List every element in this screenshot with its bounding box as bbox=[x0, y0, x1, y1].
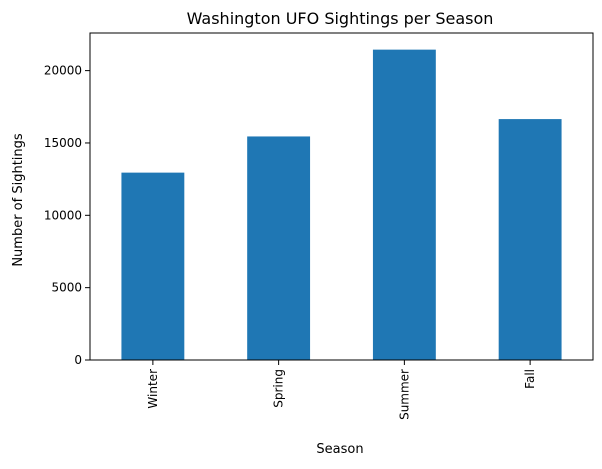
x-tick-label: Winter bbox=[146, 369, 160, 409]
bars-group bbox=[121, 49, 562, 361]
x-axis-label: Season bbox=[316, 442, 363, 457]
bar-winter bbox=[121, 172, 185, 360]
y-tick-label: 15000 bbox=[44, 136, 82, 150]
bar-fall bbox=[498, 119, 562, 361]
y-tick-label: 5000 bbox=[51, 281, 82, 295]
y-tick-label: 20000 bbox=[44, 64, 82, 78]
x-tick-label: Summer bbox=[397, 369, 411, 420]
chart-title: Washington UFO Sightings per Season bbox=[187, 9, 494, 28]
y-tick-label: 0 bbox=[74, 353, 82, 367]
x-ticks: Winter Spring Summer Fall bbox=[146, 360, 537, 420]
x-tick-label: Fall bbox=[523, 369, 537, 389]
y-axis-label: Number of Sightings bbox=[11, 133, 26, 267]
bar-summer bbox=[372, 49, 436, 361]
y-ticks: 0 5000 10000 15000 20000 bbox=[44, 64, 90, 367]
plot-frame bbox=[89, 32, 594, 361]
y-tick-label: 10000 bbox=[44, 208, 82, 222]
x-tick-label: Spring bbox=[272, 369, 286, 408]
bar-spring bbox=[247, 136, 311, 360]
